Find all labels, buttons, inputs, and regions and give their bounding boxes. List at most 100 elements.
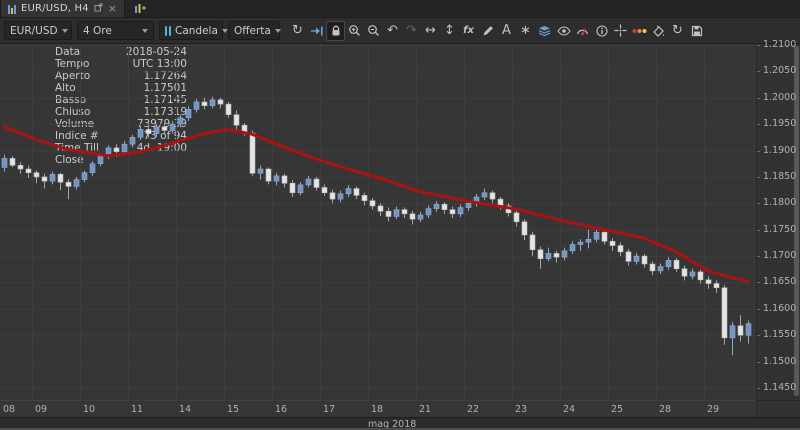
price-label: 1.1950 [763, 118, 797, 130]
time-axis[interactable]: 08 09 10 11 14 15 16 17 18 21 22 23 24 25 28 29 [0, 400, 756, 417]
vertical-scrollbar[interactable] [794, 46, 799, 396]
info-label: Data [55, 46, 81, 58]
price-axis[interactable]: 1.2100 1.2050 1.2000 1.1950 1.1900 1.1850 1.18… [756, 39, 800, 400]
price-label: 1.2100 [763, 39, 797, 50]
horizontal-scrollbar[interactable] [0, 428, 800, 430]
price-label: 1.1550 [763, 329, 797, 341]
bear-candle [697, 269, 704, 284]
bull-candle [257, 165, 264, 180]
price-tick [757, 335, 760, 337]
bull-candle [569, 241, 576, 254]
patterns-button[interactable]: ∗ [516, 21, 535, 41]
price-tick [757, 308, 760, 310]
objects-button[interactable] [535, 21, 554, 41]
bull-candle [273, 172, 280, 186]
chart-info-button[interactable] [592, 21, 611, 41]
crosshair-button[interactable] [611, 21, 630, 41]
visibility-icon [556, 25, 571, 36]
undo-button[interactable]: ↶ [383, 21, 402, 41]
redo-button[interactable]: ↷ [402, 21, 421, 41]
price-type-dropdown[interactable]: Offerta [228, 21, 281, 40]
bear-candle [225, 101, 232, 118]
drawing-tools-icon [482, 25, 494, 37]
bull-candle [393, 206, 400, 220]
save-template-button[interactable] [687, 21, 706, 41]
price-tick [757, 176, 760, 178]
price-label: 1.2050 [763, 65, 797, 77]
jump-to-latest-button[interactable] [307, 21, 326, 41]
bull-candle [545, 247, 552, 262]
bull-candle [153, 124, 160, 137]
bear-candle [705, 276, 712, 289]
bear-candle [313, 176, 320, 191]
bull-candle [745, 320, 752, 344]
bull-candle [689, 268, 696, 280]
zoom-out-icon [367, 24, 380, 37]
time-label: 29 [707, 404, 720, 415]
reset-view-button[interactable]: ↻ [668, 21, 687, 41]
tab-label: EUR/USD, H4 [21, 3, 89, 14]
bull-candle [137, 126, 144, 140]
bear-candle [737, 315, 744, 342]
time-label: 22 [467, 404, 480, 415]
bull-candle [297, 182, 304, 196]
text-tool-button[interactable]: A [497, 21, 516, 41]
candles-icon [165, 25, 171, 36]
time-label: 24 [563, 404, 576, 415]
chart-type-dropdown[interactable]: Candela [159, 21, 228, 40]
bull-candle [305, 175, 312, 188]
moving-average-line [2, 125, 750, 283]
timeframe-dropdown-value: 4 Ore [83, 24, 112, 37]
candlestick-chart[interactable] [0, 44, 756, 400]
bull-candle [81, 170, 88, 183]
bull-candle [129, 134, 136, 148]
bear-candle [529, 231, 536, 257]
vertical-zoom-button[interactable]: ↕ [440, 21, 459, 41]
bear-candle [617, 242, 624, 257]
bear-candle [33, 170, 40, 184]
visibility-button[interactable] [554, 21, 573, 41]
bear-candle [329, 189, 336, 204]
price-label: 1.1900 [763, 144, 797, 156]
horizontal-zoom-button[interactable]: ↔ [421, 21, 440, 41]
price-label: 1.1700 [763, 250, 797, 262]
chart-theme-button[interactable] [649, 21, 668, 41]
symbol-dropdown[interactable]: EUR/USD [4, 21, 72, 40]
bear-candle [233, 110, 240, 130]
bull-candle [169, 120, 176, 134]
timeframe-dropdown[interactable]: 4 Ore [77, 21, 154, 40]
zoom-in-button[interactable] [345, 21, 364, 41]
toolbar: EUR/USD 4 Ore Candela Offerta ↻ ↶ ↷ ↔ ↕ fx A ∗ ↻ [0, 18, 800, 44]
new-chart-icon [133, 0, 146, 18]
close-tab-icon[interactable]: × [107, 1, 117, 15]
drawing-tools-button[interactable] [478, 21, 497, 41]
bear-candle [9, 155, 16, 168]
bear-candle [641, 253, 648, 268]
bull-candle [1, 154, 8, 172]
indicators-button[interactable]: fx [459, 21, 478, 41]
indicators-icon: fx [463, 25, 474, 36]
patterns-icon: ∗ [520, 23, 531, 38]
zoom-out-button[interactable] [364, 21, 383, 41]
new-chart-button[interactable] [125, 0, 154, 17]
bear-candle [449, 206, 456, 219]
bottom-strip: mag 2018 [0, 417, 800, 430]
detach-window-icon[interactable] [94, 3, 103, 15]
tab-eurusd-h4[interactable]: EUR/USD, H4 × [0, 0, 125, 17]
zoom-in-icon [348, 24, 361, 37]
bear-candle [353, 186, 360, 200]
chart-area[interactable]: Data 2018-05-24 Tempo UTC 13:00 Aperto 1.1726… [0, 44, 756, 400]
text-tool-icon: A [502, 23, 511, 38]
toolbar-buttons: ↻ ↶ ↷ ↔ ↕ fx A ∗ ↻ [288, 20, 706, 41]
price-tick [757, 282, 760, 284]
lock-scroll-button[interactable] [326, 20, 345, 41]
time-label: 25 [611, 404, 624, 415]
period-colors-button[interactable] [630, 21, 649, 41]
sentiment-button[interactable] [573, 21, 592, 41]
jump-to-latest-icon [310, 25, 324, 37]
bull-candle [185, 106, 192, 121]
info-value: UTC 13:00 [132, 58, 187, 70]
bear-candle [537, 246, 544, 269]
sync-button[interactable]: ↻ [288, 21, 307, 41]
